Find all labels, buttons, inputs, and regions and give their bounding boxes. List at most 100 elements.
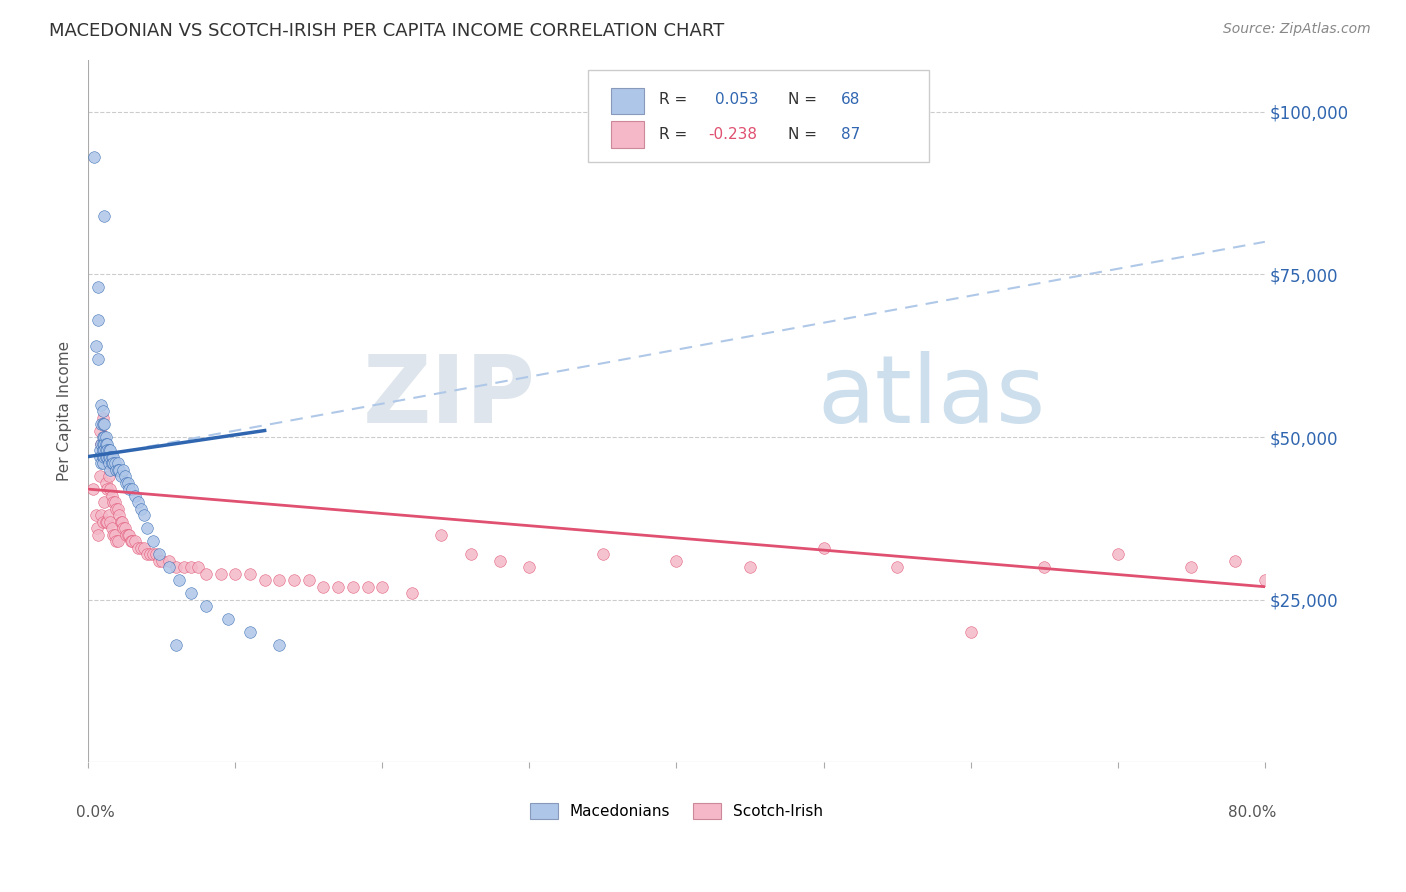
Text: 0.0%: 0.0% xyxy=(76,805,115,820)
Point xyxy=(132,541,155,555)
Point xyxy=(132,508,155,523)
Text: atlas: atlas xyxy=(818,351,1046,443)
Point xyxy=(136,521,159,535)
Point xyxy=(121,534,143,549)
Point xyxy=(91,443,114,458)
Point xyxy=(217,612,239,626)
Point xyxy=(89,443,111,458)
Point xyxy=(173,560,195,574)
Point xyxy=(100,521,122,535)
Point xyxy=(104,495,127,509)
Point xyxy=(114,469,136,483)
Point xyxy=(93,450,115,464)
Point xyxy=(107,462,129,476)
Point xyxy=(87,313,110,327)
Point xyxy=(100,450,122,464)
Text: R =: R = xyxy=(659,92,688,107)
Y-axis label: Per Capita Income: Per Capita Income xyxy=(58,341,72,481)
Point xyxy=(98,482,121,496)
Point xyxy=(117,475,139,490)
Point xyxy=(91,450,114,464)
Point xyxy=(105,462,128,476)
Bar xyxy=(610,87,644,114)
Text: R =: R = xyxy=(659,128,688,143)
Point xyxy=(1180,560,1202,574)
Point xyxy=(180,586,202,600)
Point xyxy=(101,456,124,470)
Point xyxy=(91,404,114,418)
Point xyxy=(165,560,187,574)
Point xyxy=(401,586,423,600)
Point xyxy=(89,469,111,483)
Text: -0.238: -0.238 xyxy=(709,128,758,143)
Point xyxy=(91,430,114,444)
Point xyxy=(813,541,835,555)
Point xyxy=(169,573,191,587)
Point xyxy=(107,501,129,516)
Point xyxy=(142,534,165,549)
Point xyxy=(107,456,129,470)
Point xyxy=(592,547,614,561)
Point xyxy=(93,417,115,431)
Point xyxy=(101,450,124,464)
Point xyxy=(93,430,115,444)
Point xyxy=(150,554,173,568)
Point xyxy=(98,462,121,476)
Point xyxy=(114,521,136,535)
Point xyxy=(86,521,108,535)
Point xyxy=(96,450,118,464)
Point xyxy=(93,443,115,458)
Text: N =: N = xyxy=(789,128,817,143)
Point xyxy=(104,456,127,470)
Point xyxy=(129,541,152,555)
Text: 68: 68 xyxy=(841,92,860,107)
Text: Source: ZipAtlas.com: Source: ZipAtlas.com xyxy=(1223,22,1371,37)
Point xyxy=(124,489,146,503)
Point xyxy=(90,456,112,470)
Point xyxy=(97,508,120,523)
Point xyxy=(283,573,305,587)
Point xyxy=(91,450,114,464)
Point xyxy=(91,436,114,450)
Point xyxy=(94,475,117,490)
Point xyxy=(90,397,112,411)
Point xyxy=(98,515,121,529)
Point xyxy=(1107,547,1129,561)
Point xyxy=(121,482,143,496)
Point xyxy=(180,560,202,574)
Point xyxy=(224,566,246,581)
Point xyxy=(108,508,131,523)
Point xyxy=(142,547,165,561)
Point xyxy=(489,554,512,568)
Point xyxy=(1254,573,1277,587)
Point xyxy=(127,495,149,509)
Point xyxy=(157,554,180,568)
Point xyxy=(94,436,117,450)
Point xyxy=(94,443,117,458)
Point xyxy=(127,541,149,555)
Point xyxy=(101,527,124,541)
Point xyxy=(98,450,121,464)
Point xyxy=(371,580,394,594)
Point xyxy=(100,489,122,503)
Point xyxy=(1033,560,1056,574)
Point xyxy=(194,566,217,581)
Text: MACEDONIAN VS SCOTCH-IRISH PER CAPITA INCOME CORRELATION CHART: MACEDONIAN VS SCOTCH-IRISH PER CAPITA IN… xyxy=(49,22,724,40)
Point xyxy=(117,527,139,541)
Point xyxy=(110,469,132,483)
Point xyxy=(187,560,209,574)
Point xyxy=(430,527,453,541)
Point xyxy=(96,515,118,529)
Point xyxy=(328,580,350,594)
Point xyxy=(118,482,141,496)
Point xyxy=(145,547,167,561)
Point xyxy=(96,482,118,496)
Point xyxy=(136,547,159,561)
Point xyxy=(98,443,121,458)
Point xyxy=(112,462,135,476)
Point xyxy=(90,508,112,523)
Point xyxy=(91,410,114,425)
Point xyxy=(97,443,120,458)
Point xyxy=(239,566,262,581)
Point xyxy=(111,515,134,529)
